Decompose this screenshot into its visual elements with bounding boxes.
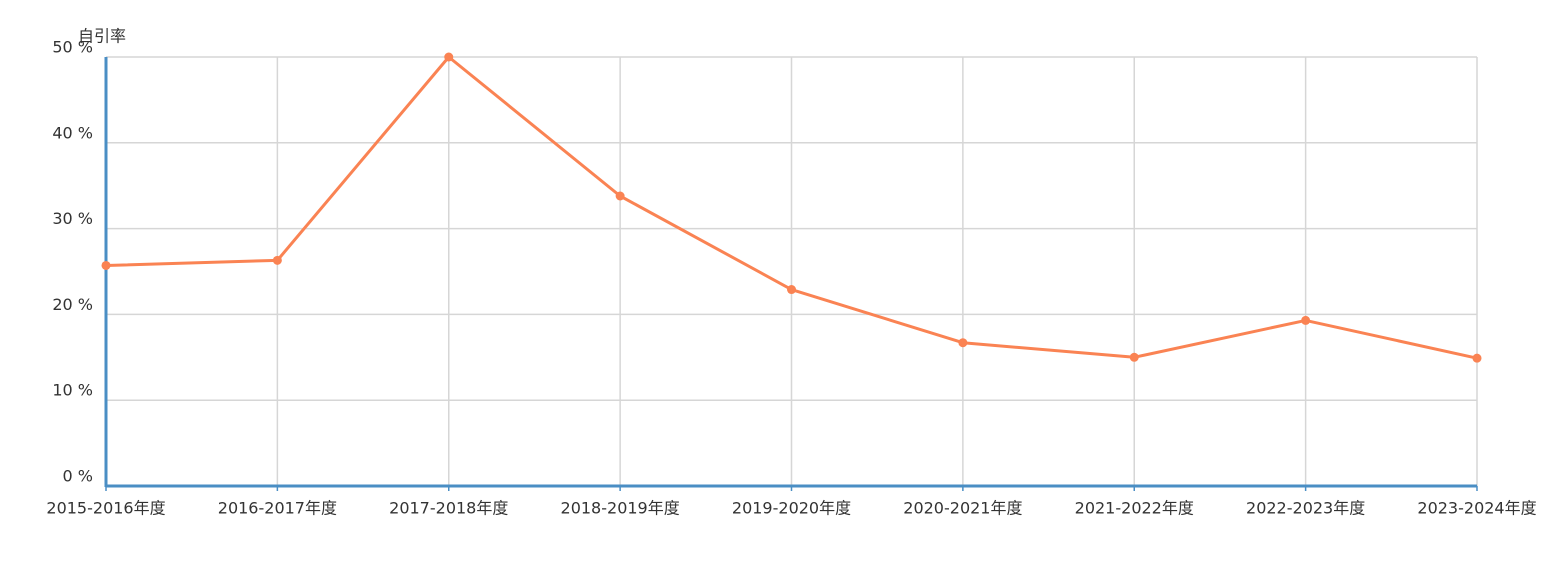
point [101,260,111,270]
x-tick-label: 2021-2022年度 [1075,499,1194,518]
y-tick-label: 40 % [52,123,93,142]
x-tick-label: 2020-2021年度 [903,499,1022,518]
point [615,191,625,201]
y-tick-label: 50 % [52,38,93,57]
x-tick-label: 2018-2019年度 [561,499,680,518]
x-tick-label: 2022-2023年度 [1246,499,1365,518]
x-tick-label: 2015-2016年度 [46,499,165,518]
y-tick-label: 20 % [52,295,93,314]
y-tick-label: 30 % [52,209,93,228]
x-tick-label: 2017-2018年度 [389,499,508,518]
y-tick-label: 0 % [63,467,93,486]
point [272,255,282,265]
x-tick-label: 2019-2020年度 [732,499,851,518]
x-tick-label: 2016-2017年度 [218,499,337,518]
point [787,285,796,295]
point [444,52,454,62]
x-tick-label: 2023-2024年度 [1417,499,1536,518]
point [1129,352,1139,362]
y-tick-label: 10 % [52,381,93,400]
y-axis-title: 自引率 [78,27,126,46]
point [1301,315,1311,325]
point [1472,353,1482,363]
point [958,338,968,348]
